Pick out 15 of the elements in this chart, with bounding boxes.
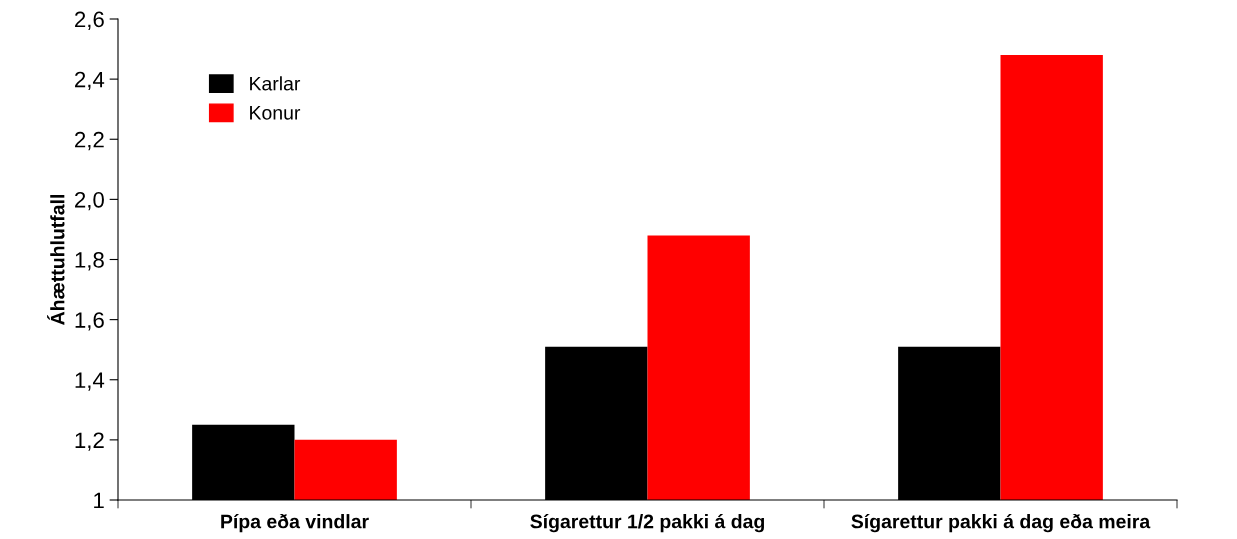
y-tick-label: 1,4 [75, 372, 105, 391]
x-tick-label: Pípa eða vindlar [221, 513, 369, 533]
x-tick-label: Sígarettur pakki á dag eða meira [851, 513, 1151, 533]
x-tick-label: Sígarettur 1/2 pakki á dag [530, 513, 764, 533]
legend-label: Konur [250, 106, 301, 120]
y-tick-label: 2,4 [75, 71, 105, 91]
y-tick-label: 2,6 [75, 11, 104, 30]
y-tick-label: 2,2 [75, 131, 104, 151]
y-tick-label: 1,2 [75, 432, 104, 451]
legend-label: Karlar [250, 76, 301, 91]
y-tick-label: 1,8 [75, 252, 104, 271]
y-axis-title: Áhættuhlutfall [47, 194, 65, 325]
y-tick-label: 1 [94, 492, 104, 509]
y-tick-label: 1,6 [75, 312, 104, 331]
y-tick-label: 2,0 [75, 191, 104, 211]
